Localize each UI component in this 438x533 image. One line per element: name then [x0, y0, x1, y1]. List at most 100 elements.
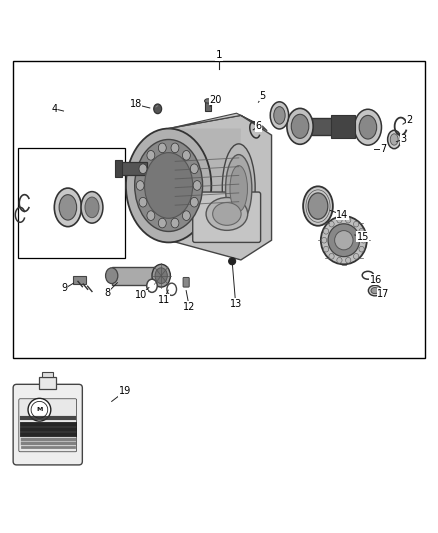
- Ellipse shape: [213, 203, 241, 225]
- Text: 17: 17: [377, 289, 389, 298]
- Ellipse shape: [193, 181, 201, 190]
- Ellipse shape: [303, 187, 333, 226]
- Ellipse shape: [191, 197, 198, 207]
- Ellipse shape: [206, 198, 248, 230]
- Ellipse shape: [222, 144, 255, 231]
- Ellipse shape: [226, 155, 252, 222]
- Bar: [13, 61, 425, 359]
- Bar: [112, 266, 160, 285]
- Ellipse shape: [337, 217, 342, 223]
- Ellipse shape: [308, 193, 328, 219]
- Bar: [73, 276, 86, 284]
- Text: 7: 7: [380, 144, 386, 154]
- Ellipse shape: [154, 104, 162, 114]
- Ellipse shape: [149, 282, 155, 290]
- Ellipse shape: [81, 191, 103, 223]
- Ellipse shape: [171, 218, 179, 228]
- Text: 9: 9: [62, 284, 68, 293]
- FancyBboxPatch shape: [183, 278, 189, 287]
- Bar: [205, 101, 211, 110]
- Text: 12: 12: [183, 302, 195, 312]
- Ellipse shape: [155, 268, 167, 284]
- Ellipse shape: [337, 257, 342, 263]
- Ellipse shape: [354, 109, 381, 145]
- Text: 15: 15: [357, 232, 369, 242]
- Ellipse shape: [205, 99, 212, 103]
- Ellipse shape: [328, 224, 360, 257]
- Ellipse shape: [126, 128, 211, 243]
- Ellipse shape: [136, 181, 144, 190]
- Circle shape: [28, 398, 51, 421]
- Ellipse shape: [54, 188, 81, 227]
- Text: 8: 8: [104, 288, 110, 298]
- Bar: [307, 118, 348, 135]
- Text: 16: 16: [370, 274, 382, 285]
- Ellipse shape: [159, 218, 166, 228]
- FancyBboxPatch shape: [19, 399, 77, 452]
- Ellipse shape: [359, 229, 364, 234]
- Bar: [118, 162, 147, 174]
- Ellipse shape: [390, 134, 398, 145]
- Ellipse shape: [362, 271, 374, 279]
- Text: 1: 1: [215, 51, 223, 60]
- Ellipse shape: [147, 150, 155, 160]
- FancyBboxPatch shape: [13, 384, 82, 465]
- Text: 4: 4: [52, 104, 58, 114]
- Ellipse shape: [183, 150, 191, 160]
- Ellipse shape: [183, 211, 191, 221]
- Ellipse shape: [359, 246, 364, 252]
- Ellipse shape: [135, 140, 202, 231]
- Ellipse shape: [287, 108, 313, 144]
- Ellipse shape: [159, 143, 166, 153]
- Ellipse shape: [346, 257, 351, 263]
- Ellipse shape: [152, 264, 170, 287]
- Bar: [42, 372, 53, 377]
- Ellipse shape: [230, 166, 247, 212]
- Text: 11: 11: [158, 295, 170, 305]
- Ellipse shape: [169, 286, 174, 293]
- Ellipse shape: [171, 143, 179, 153]
- FancyBboxPatch shape: [193, 192, 261, 243]
- Bar: [18, 148, 125, 258]
- Text: 19: 19: [119, 386, 131, 397]
- Bar: [331, 115, 355, 138]
- Ellipse shape: [368, 285, 381, 296]
- Bar: [115, 160, 122, 177]
- Ellipse shape: [323, 246, 328, 252]
- Ellipse shape: [323, 229, 328, 234]
- Polygon shape: [169, 115, 272, 260]
- Ellipse shape: [335, 231, 353, 250]
- Ellipse shape: [353, 254, 359, 259]
- Polygon shape: [169, 113, 267, 131]
- Ellipse shape: [371, 287, 379, 294]
- Text: 6: 6: [255, 122, 261, 131]
- Ellipse shape: [270, 102, 289, 129]
- Ellipse shape: [346, 217, 351, 223]
- Text: 20: 20: [209, 95, 222, 105]
- Circle shape: [229, 258, 236, 265]
- Ellipse shape: [321, 216, 367, 264]
- Bar: [39, 377, 56, 389]
- Ellipse shape: [145, 152, 193, 219]
- Text: M: M: [36, 407, 42, 412]
- Ellipse shape: [191, 164, 198, 174]
- Ellipse shape: [353, 221, 359, 227]
- Text: 13: 13: [230, 298, 242, 309]
- Text: 2: 2: [406, 115, 413, 125]
- Ellipse shape: [139, 197, 147, 207]
- Ellipse shape: [147, 279, 157, 292]
- Ellipse shape: [291, 114, 309, 139]
- Ellipse shape: [364, 273, 371, 278]
- Ellipse shape: [359, 115, 377, 139]
- Text: 18: 18: [130, 100, 142, 109]
- Ellipse shape: [329, 254, 334, 259]
- Ellipse shape: [59, 195, 77, 220]
- Ellipse shape: [361, 237, 366, 243]
- Polygon shape: [169, 128, 241, 240]
- Ellipse shape: [274, 107, 285, 124]
- Text: 10: 10: [135, 290, 147, 300]
- Ellipse shape: [85, 197, 99, 217]
- Ellipse shape: [321, 237, 327, 243]
- Ellipse shape: [106, 268, 118, 284]
- Ellipse shape: [167, 283, 177, 295]
